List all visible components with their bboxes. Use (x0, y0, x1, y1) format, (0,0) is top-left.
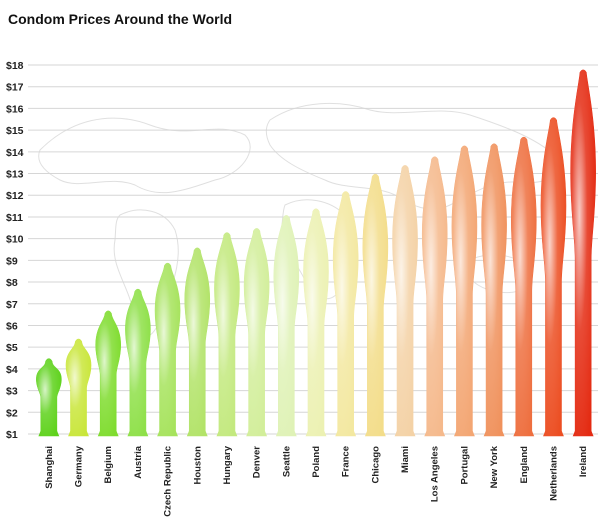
x-category-label: Houston (192, 446, 203, 485)
y-tick-label: $3 (6, 386, 18, 398)
bars (36, 69, 596, 437)
x-category-label: Los Angeles (430, 446, 441, 502)
bar-highlight (570, 69, 596, 437)
x-category-label: Netherlands (548, 446, 559, 501)
bar-highlight (422, 156, 448, 436)
y-tick-label: $2 (6, 407, 18, 419)
x-category-label: Seattle (281, 446, 292, 477)
y-tick-label: $11 (6, 212, 23, 224)
x-category-label: Chicago (370, 446, 381, 484)
bar-highlight (273, 215, 299, 436)
y-tick-label: $9 (6, 255, 18, 267)
x-category-label: Belgium (103, 446, 114, 483)
bar-highlight (66, 339, 92, 436)
x-category-label: Poland (311, 446, 322, 478)
x-category-label: Ireland (578, 446, 589, 477)
x-category-label: Hungary (222, 445, 233, 484)
bar-highlight (244, 228, 270, 436)
y-tick-label: $12 (6, 190, 24, 202)
bar-highlight (36, 358, 62, 436)
bar-highlight (95, 310, 121, 436)
x-category-label: England (519, 446, 530, 484)
y-tick-label: $6 (6, 320, 18, 332)
y-tick-label: $5 (6, 342, 18, 354)
bar-highlight (481, 143, 507, 436)
bar-highlight (125, 289, 151, 436)
y-tick-label: $18 (6, 60, 24, 72)
bar-highlight (303, 208, 329, 436)
bar-highlight (511, 137, 537, 436)
x-category-label: Denver (252, 446, 263, 479)
x-category-label: Miami (400, 446, 411, 473)
bar-highlight (392, 165, 418, 436)
x-category-label: Germany (74, 445, 85, 487)
bar-highlight (155, 263, 181, 436)
bar-highlight (540, 117, 566, 436)
bar-highlight (214, 232, 240, 436)
x-category-label: New York (489, 445, 500, 488)
bar-highlight (451, 145, 477, 436)
chart-title: Condom Prices Around the World (8, 11, 233, 27)
x-category-label: Shanghai (44, 446, 55, 489)
y-tick-label: $4 (6, 364, 18, 376)
y-tick-label: $7 (6, 299, 18, 311)
y-tick-label: $1 (6, 429, 18, 441)
bar-highlight (184, 247, 210, 436)
y-tick-label: $8 (6, 277, 18, 289)
y-tick-label: $10 (6, 234, 24, 246)
y-tick-label: $16 (6, 103, 24, 115)
y-axis: $1 $2 $3 $4 $5 $6 $7 $8 $9 $10 $11 $12 $13 $14 $15 $16 $… (6, 60, 24, 441)
y-tick-label: $14 (6, 147, 24, 159)
x-category-label: Czech Republic (163, 446, 174, 517)
x-category-label: Austria (133, 445, 144, 478)
bar-highlight (362, 174, 388, 436)
y-tick-label: $17 (6, 82, 24, 94)
y-tick-label: $15 (6, 125, 24, 137)
x-axis: Shanghai Germany Belgium Austria Czech Repub… (44, 445, 589, 516)
bar-highlight (333, 191, 359, 436)
x-category-label: Portugal (459, 446, 470, 485)
x-category-label: France (341, 446, 352, 477)
y-tick-label: $13 (6, 169, 24, 181)
